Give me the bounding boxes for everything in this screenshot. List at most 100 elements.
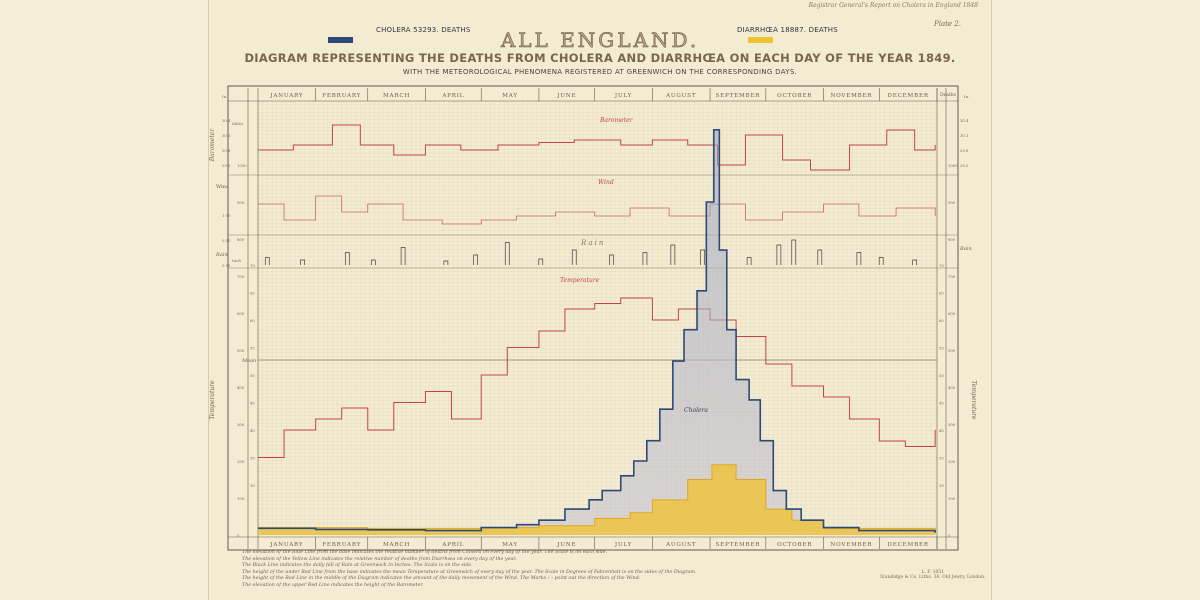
imprint: L. F. 1851 Standidge & Co. Litho. 36, Ol… bbox=[880, 570, 985, 580]
temperature-tick-label: 50 bbox=[250, 373, 255, 378]
wind-axis-label: Wind bbox=[216, 184, 230, 190]
temperature-tick-label-right: 30 bbox=[939, 483, 944, 488]
deaths-tick-label: 300 bbox=[948, 422, 956, 427]
month-label-bottom: JANUARY bbox=[269, 542, 303, 548]
temperature-tick-label: 40 bbox=[250, 428, 255, 433]
deaths-tick-label-left: 800 bbox=[237, 237, 245, 242]
deaths-tick-label: 400 bbox=[948, 385, 956, 390]
deaths-tick-label: 800 bbox=[948, 237, 956, 242]
rain-bar bbox=[344, 252, 350, 265]
rain-bar bbox=[670, 244, 676, 265]
temperature-tick-label-right: 60 bbox=[939, 318, 944, 323]
barometer-tick-label: 30.4 bbox=[222, 118, 231, 123]
plate-number: Plate 2. bbox=[934, 20, 961, 28]
deaths-tick-label: 200 bbox=[948, 459, 956, 464]
temperature-tick-label-right: 70 bbox=[939, 263, 944, 268]
rain-bar bbox=[571, 249, 577, 265]
barometer-tick-label: 30.1 bbox=[222, 133, 230, 138]
rain-bar bbox=[791, 239, 797, 265]
barometer-tick-label-right: 30.4 bbox=[960, 118, 969, 123]
temperature-tick-label-right: 40 bbox=[939, 428, 944, 433]
report-note: Registrar General's Report on Cholera in… bbox=[808, 2, 978, 9]
rain-tick-label: 0.00 bbox=[222, 263, 231, 268]
temperature-tick-label-right: 35 bbox=[939, 456, 944, 461]
rain-bar bbox=[300, 259, 305, 265]
month-label-top: NOVEMBER bbox=[830, 93, 872, 99]
rain-bar bbox=[609, 254, 614, 265]
rain-axis-label: Rain bbox=[215, 252, 228, 258]
deaths-tick-label: 700 bbox=[948, 274, 956, 279]
month-label-top: DECEMBER bbox=[887, 93, 928, 99]
temperature-panel-label: Temperature bbox=[560, 277, 600, 284]
chart-subtitle: DIAGRAM REPRESENTING THE DEATHS FROM CHO… bbox=[244, 51, 956, 65]
rain-bar bbox=[473, 254, 479, 265]
barometer-axis-label: Barometer bbox=[209, 128, 216, 163]
temperature-tick-label: 70 bbox=[250, 263, 255, 268]
month-label-top: MAY bbox=[502, 93, 518, 99]
legend-diarrhoea-label: DIARRHŒA 18887. DEATHS bbox=[737, 26, 838, 34]
temperature-tick-label-right: 50 bbox=[939, 373, 944, 378]
legend-cholera-swatch bbox=[328, 37, 353, 43]
chart-frame bbox=[227, 85, 959, 551]
month-label-top: OCTOBER bbox=[777, 93, 812, 99]
month-label-bottom: MAY bbox=[502, 542, 518, 548]
rain-tick-label: 0.50 bbox=[222, 238, 231, 243]
rain-bar bbox=[856, 252, 862, 265]
temperature-tick-label: 55 bbox=[250, 346, 255, 351]
month-label-bottom: FEBRUARY bbox=[322, 542, 361, 548]
deaths-tick-label-left: 600 bbox=[237, 311, 245, 316]
month-label-bottom: SEPTEMBER bbox=[716, 542, 761, 548]
temperature-axis-label-left: Temperature bbox=[209, 380, 216, 420]
legend-diarrhoea-swatch bbox=[748, 37, 773, 43]
temperature-tick-label: 65 bbox=[250, 291, 255, 296]
month-label-bottom: OCTOBER bbox=[777, 542, 812, 548]
imprint-line-2: Standidge & Co. Litho. 36, Old Jewry, Lo… bbox=[880, 575, 986, 580]
month-label-bottom: DECEMBER bbox=[887, 542, 928, 548]
month-label-bottom: APRIL bbox=[441, 542, 464, 548]
chart-subsubtitle: WITH THE METEOROLOGICAL PHENOMENA REGIST… bbox=[402, 68, 798, 76]
wind-unit-label: Miles bbox=[232, 121, 243, 126]
temperature-tick-label: 35 bbox=[250, 456, 255, 461]
deaths-tick-label-left: 500 bbox=[237, 348, 245, 353]
deaths-tick-label-left: 900 bbox=[237, 200, 245, 205]
month-label-top: JUNE bbox=[556, 93, 576, 99]
note-rain: The Black Line indicates the daily fall … bbox=[242, 563, 473, 569]
rain-bar bbox=[878, 257, 884, 265]
temperature-tick-label-right: 65 bbox=[939, 291, 944, 296]
temperature-tick-label: 30 bbox=[250, 483, 255, 488]
temperature-tick-label-right: 45 bbox=[939, 401, 944, 406]
month-label-top: JULY bbox=[614, 93, 632, 99]
temperature-axis-label-right: Temperature bbox=[970, 380, 977, 420]
deaths-tick-label: 500 bbox=[948, 348, 956, 353]
rain-bar bbox=[538, 258, 544, 265]
month-label-top: JANUARY bbox=[269, 93, 303, 99]
note-barometer: The elevation of the upper Red Line indi… bbox=[242, 582, 424, 588]
axis-scales: 1000100090090080080070070060060050050040… bbox=[222, 94, 969, 538]
deaths-tick-label-left: 100 bbox=[237, 496, 245, 501]
barometer-line bbox=[258, 124, 936, 171]
month-label-top: APRIL bbox=[441, 93, 464, 99]
barometer-tick-label-right: 29.8 bbox=[960, 148, 969, 153]
month-label-bottom: MARCH bbox=[383, 542, 410, 548]
note-temperature: The height of the under Red Line from th… bbox=[242, 569, 697, 575]
rain-bar bbox=[443, 260, 449, 265]
deaths-tick-label: 0 bbox=[948, 533, 951, 538]
deaths-axis-label: Deaths bbox=[940, 92, 957, 98]
month-label-top: SEPTEMBER bbox=[716, 93, 761, 99]
note-cholera: The elevation of the Blue Line from the … bbox=[242, 550, 608, 555]
barometer-unit-label: In. bbox=[222, 94, 227, 99]
barometer-tick-label-right: 30.1 bbox=[960, 133, 968, 138]
rain-bar bbox=[642, 252, 648, 265]
rain-tick-label: 1.00 bbox=[222, 213, 231, 218]
deaths-tick-label-left: 400 bbox=[237, 385, 245, 390]
deaths-tick-label-left: 300 bbox=[237, 422, 245, 427]
rain-bar bbox=[912, 259, 918, 265]
month-label-bottom: NOVEMBER bbox=[830, 542, 872, 548]
deaths-tick-label: 600 bbox=[948, 311, 956, 316]
imprint-line-1: L. F. 1851 bbox=[921, 570, 945, 575]
temperature-tick-label: 60 bbox=[250, 318, 255, 323]
deaths-tick-label: 1000 bbox=[948, 163, 958, 168]
deaths-tick-label: 900 bbox=[948, 200, 956, 205]
rain-bar bbox=[776, 244, 782, 265]
barometer-tick-label: 29.8 bbox=[222, 148, 231, 153]
